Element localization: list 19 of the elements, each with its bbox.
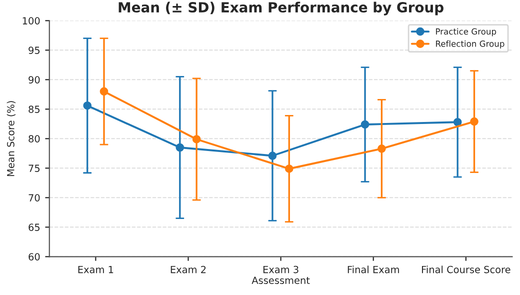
y-tick-label: 70 bbox=[28, 194, 40, 202]
x-tick-label: Final Exam bbox=[348, 266, 399, 274]
x-tick-label: Final Course Score bbox=[422, 266, 510, 274]
y-tick-label: 65 bbox=[28, 224, 40, 231]
x-axis-title: Assessment bbox=[252, 276, 310, 284]
y-tick-label: 75 bbox=[28, 164, 40, 172]
y-tick-label: 80 bbox=[28, 135, 40, 142]
x-tick-label: Exam 2 bbox=[170, 266, 206, 274]
y-tick-label: 100 bbox=[22, 17, 40, 24]
x-tick-label: Exam 1 bbox=[78, 266, 114, 274]
y-axis-title: Mean Score (%) bbox=[6, 101, 16, 176]
legend-label: Practice Group bbox=[436, 28, 496, 36]
chart-title: Mean (± SD) Exam Performance by Group bbox=[118, 2, 444, 16]
legend-label: Reflection Group bbox=[436, 40, 504, 48]
y-tick-label: 95 bbox=[28, 46, 40, 54]
y-tick-label: 60 bbox=[28, 253, 40, 260]
y-tick-label: 90 bbox=[28, 76, 40, 84]
x-tick-label: Exam 3 bbox=[263, 266, 298, 274]
y-tick-label: 85 bbox=[28, 106, 40, 113]
